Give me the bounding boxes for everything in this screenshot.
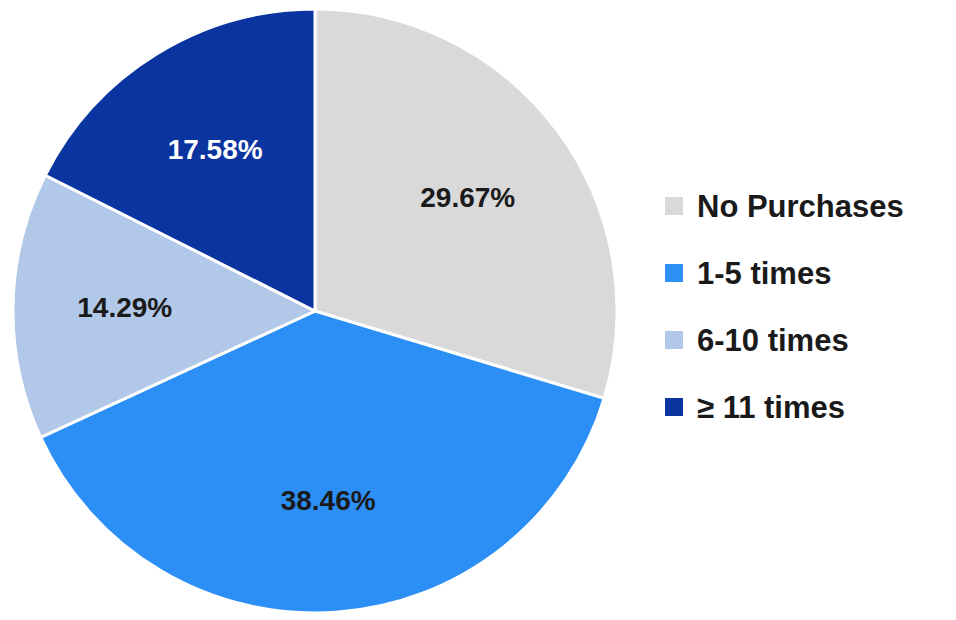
legend: No Purchases 1-5 times 6-10 times ≥ 11 time… xyxy=(665,189,904,425)
legend-label: 6-10 times xyxy=(697,323,849,358)
legend-swatch xyxy=(665,197,683,215)
legend-item: 6-10 times xyxy=(665,323,849,358)
data-label: 38.46% xyxy=(281,485,376,516)
legend-item: ≥ 11 times xyxy=(665,390,845,425)
data-label: 14.29% xyxy=(77,292,172,323)
data-label: 29.67% xyxy=(420,182,515,213)
legend-item: No Purchases xyxy=(665,189,904,224)
legend-label: ≥ 11 times xyxy=(697,390,845,425)
chart: 29.67% 38.46% 14.29% 17.58% No Purchases 1-5 … xyxy=(0,0,956,620)
pie-slice xyxy=(45,9,315,311)
pie: 29.67% 38.46% 14.29% 17.58% xyxy=(13,9,617,613)
legend-item: 1-5 times xyxy=(665,256,831,291)
legend-label: 1-5 times xyxy=(697,256,831,291)
legend-swatch xyxy=(665,264,683,282)
legend-swatch xyxy=(665,398,683,416)
legend-swatch xyxy=(665,331,683,349)
data-label: 17.58% xyxy=(168,134,263,165)
legend-label: No Purchases xyxy=(697,189,904,224)
